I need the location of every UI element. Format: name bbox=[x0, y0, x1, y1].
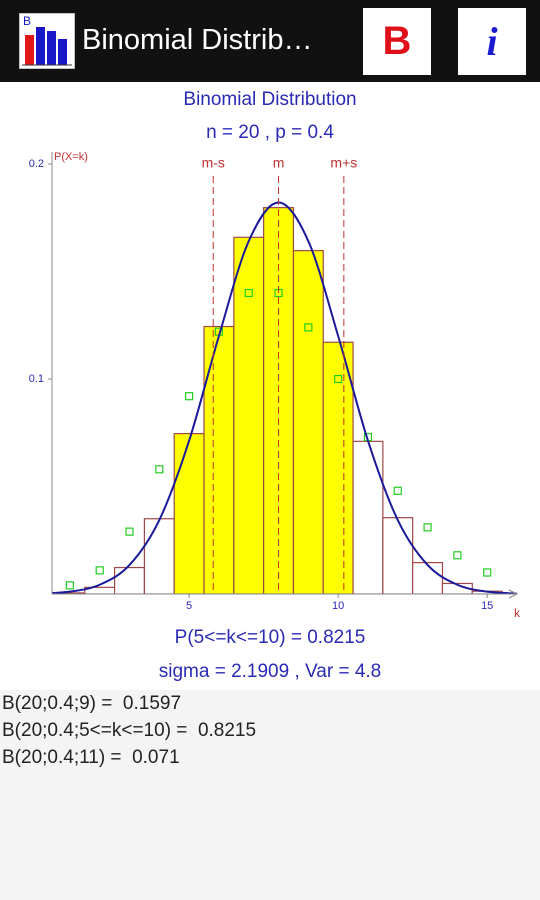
icon-bar bbox=[25, 35, 34, 65]
point bbox=[155, 465, 164, 474]
bar bbox=[173, 433, 205, 594]
icon-bar bbox=[36, 27, 45, 65]
result-line: B(20;0.4;5<=k<=10) = 0.8215 bbox=[2, 720, 257, 741]
point bbox=[304, 323, 313, 332]
button-info[interactable]: i bbox=[458, 8, 526, 75]
results-panel: B(20;0.4;9) = 0.1597 B(20;0.4;5<=k<=10) =… bbox=[0, 690, 540, 900]
x-tick-label: 10 bbox=[332, 600, 344, 612]
ref-label: m bbox=[273, 155, 285, 171]
x-tick-label: 15 bbox=[481, 600, 493, 612]
point bbox=[423, 523, 432, 532]
app-icon: B bbox=[19, 13, 75, 69]
chart-subtitle: n = 20 , p = 0.4 bbox=[206, 122, 334, 143]
bar bbox=[203, 325, 235, 594]
chart: Binomial Distribution n = 20 , p = 0.4 P… bbox=[0, 82, 540, 690]
bar bbox=[292, 250, 324, 594]
bar bbox=[233, 236, 265, 594]
bar bbox=[382, 517, 414, 594]
x-axis-label: k bbox=[514, 606, 521, 620]
point bbox=[185, 392, 194, 401]
bar bbox=[143, 518, 175, 594]
y-tick-label: 0.2 bbox=[29, 158, 44, 170]
x-tick-label: 5 bbox=[186, 600, 192, 612]
app-bar: B Binomial Distrib… B i bbox=[0, 0, 540, 82]
point bbox=[483, 568, 492, 577]
bar bbox=[412, 562, 444, 594]
result-line: B(20;0.4;9) = 0.1597 bbox=[2, 693, 182, 714]
probability-text: P(5<=k<=10) = 0.8215 bbox=[175, 627, 366, 648]
point bbox=[453, 551, 462, 560]
result-line: B(20;0.4;11) = 0.071 bbox=[2, 747, 180, 768]
point bbox=[125, 527, 134, 536]
button-b[interactable]: B bbox=[363, 8, 431, 75]
icon-label: B bbox=[23, 14, 31, 28]
bar bbox=[113, 566, 146, 594]
point bbox=[334, 374, 343, 384]
chart-title: Binomial Distribution bbox=[183, 89, 356, 110]
y-axis-label: P(X=k) bbox=[54, 151, 88, 163]
stats-text: sigma = 2.1909 , Var = 4.8 bbox=[159, 661, 382, 682]
point bbox=[65, 581, 74, 590]
bar bbox=[352, 440, 384, 594]
ref-label: m-s bbox=[202, 155, 225, 171]
point bbox=[244, 288, 253, 298]
ref-label: m+s bbox=[330, 155, 357, 171]
app-title: Binomial Distrib… bbox=[82, 24, 313, 56]
y-tick-label: 0.1 bbox=[29, 373, 44, 385]
point bbox=[95, 566, 104, 575]
icon-bar bbox=[58, 39, 67, 65]
point bbox=[393, 486, 402, 495]
bar bbox=[322, 341, 354, 594]
icon-bar bbox=[47, 31, 56, 65]
x-axis-arrow bbox=[508, 589, 519, 599]
